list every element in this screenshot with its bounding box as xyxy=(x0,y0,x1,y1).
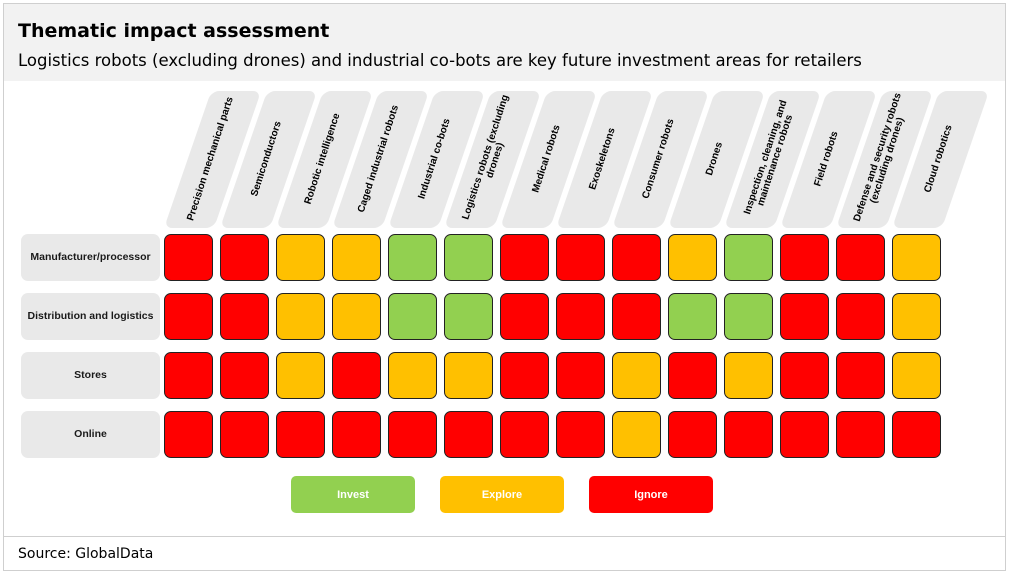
heatmap-cell-explore xyxy=(444,352,493,399)
heatmap-cell-ignore xyxy=(500,352,549,399)
heatmap-cell-ignore xyxy=(612,293,661,340)
heatmap-cell-ignore xyxy=(164,352,213,399)
heatmap-cell-explore xyxy=(892,352,941,399)
heatmap-cell-invest xyxy=(724,293,773,340)
heatmap-cell-ignore xyxy=(668,411,717,458)
heatmap-cell-ignore xyxy=(780,293,829,340)
heatmap-cell-explore xyxy=(724,352,773,399)
heatmap-cell-explore xyxy=(668,234,717,281)
chart-subtitle: Logistics robots (excluding drones) and … xyxy=(18,51,862,70)
heatmap-cell-ignore xyxy=(556,234,605,281)
heatmap-cell-ignore xyxy=(164,411,213,458)
heatmap-cell-invest xyxy=(668,293,717,340)
heatmap-cell-explore xyxy=(276,293,325,340)
row-label-stores: Stores xyxy=(21,352,160,399)
heatmap-cell-ignore xyxy=(556,411,605,458)
heatmap-cell-ignore xyxy=(388,411,437,458)
legend-invest: Invest xyxy=(291,476,415,513)
heatmap-cell-ignore xyxy=(836,234,885,281)
heatmap-cell-invest xyxy=(724,234,773,281)
heatmap-cell-ignore xyxy=(164,234,213,281)
heatmap-cell-explore xyxy=(388,352,437,399)
row-label-manufacturer-processor: Manufacturer/processor xyxy=(21,234,160,281)
heatmap-cell-ignore xyxy=(500,293,549,340)
heatmap-cell-invest xyxy=(388,234,437,281)
heatmap-cell-invest xyxy=(388,293,437,340)
chart-title: Thematic impact assessment xyxy=(18,20,330,42)
row-label-online: Online xyxy=(21,411,160,458)
heatmap-cell-explore xyxy=(332,293,381,340)
heatmap-cell-ignore xyxy=(500,234,549,281)
heatmap-cell-ignore xyxy=(500,411,549,458)
heatmap-cell-ignore xyxy=(668,352,717,399)
heatmap-cell-ignore xyxy=(220,234,269,281)
heatmap-cell-ignore xyxy=(836,411,885,458)
heatmap-cell-ignore xyxy=(276,411,325,458)
heatmap-cell-ignore xyxy=(780,234,829,281)
row-label-distribution-and-logistics: Distribution and logistics xyxy=(21,293,160,340)
heatmap-cell-explore xyxy=(276,352,325,399)
heatmap-cell-explore xyxy=(892,234,941,281)
heatmap-cell-explore xyxy=(276,234,325,281)
legend-ignore: Ignore xyxy=(589,476,713,513)
heatmap-cell-ignore xyxy=(836,352,885,399)
heatmap-cell-ignore xyxy=(164,293,213,340)
heatmap-cell-ignore xyxy=(332,411,381,458)
heatmap-cell-ignore xyxy=(220,293,269,340)
heatmap-cell-explore xyxy=(892,293,941,340)
header-band: Thematic impact assessment Logistics rob… xyxy=(4,4,1005,81)
source-note: Source: GlobalData xyxy=(18,546,154,562)
heatmap-cell-explore xyxy=(332,234,381,281)
heatmap-cell-ignore xyxy=(724,411,773,458)
heatmap-cell-ignore xyxy=(612,234,661,281)
heatmap-cell-invest xyxy=(444,234,493,281)
heatmap-cell-ignore xyxy=(332,352,381,399)
heatmap-cell-explore xyxy=(612,352,661,399)
heatmap-cell-ignore xyxy=(780,352,829,399)
heatmap-cell-ignore xyxy=(556,293,605,340)
legend-explore: Explore xyxy=(440,476,564,513)
footer-divider xyxy=(4,536,1005,537)
chart-frame: Thematic impact assessment Logistics rob… xyxy=(3,3,1006,571)
heatmap-cell-explore xyxy=(612,411,661,458)
heatmap-cell-ignore xyxy=(780,411,829,458)
heatmap-cell-ignore xyxy=(220,411,269,458)
heatmap-cell-ignore xyxy=(892,411,941,458)
heatmap-cell-ignore xyxy=(556,352,605,399)
heatmap-cell-invest xyxy=(444,293,493,340)
heatmap-cell-ignore xyxy=(836,293,885,340)
heatmap-cell-ignore xyxy=(444,411,493,458)
heatmap-cell-ignore xyxy=(220,352,269,399)
